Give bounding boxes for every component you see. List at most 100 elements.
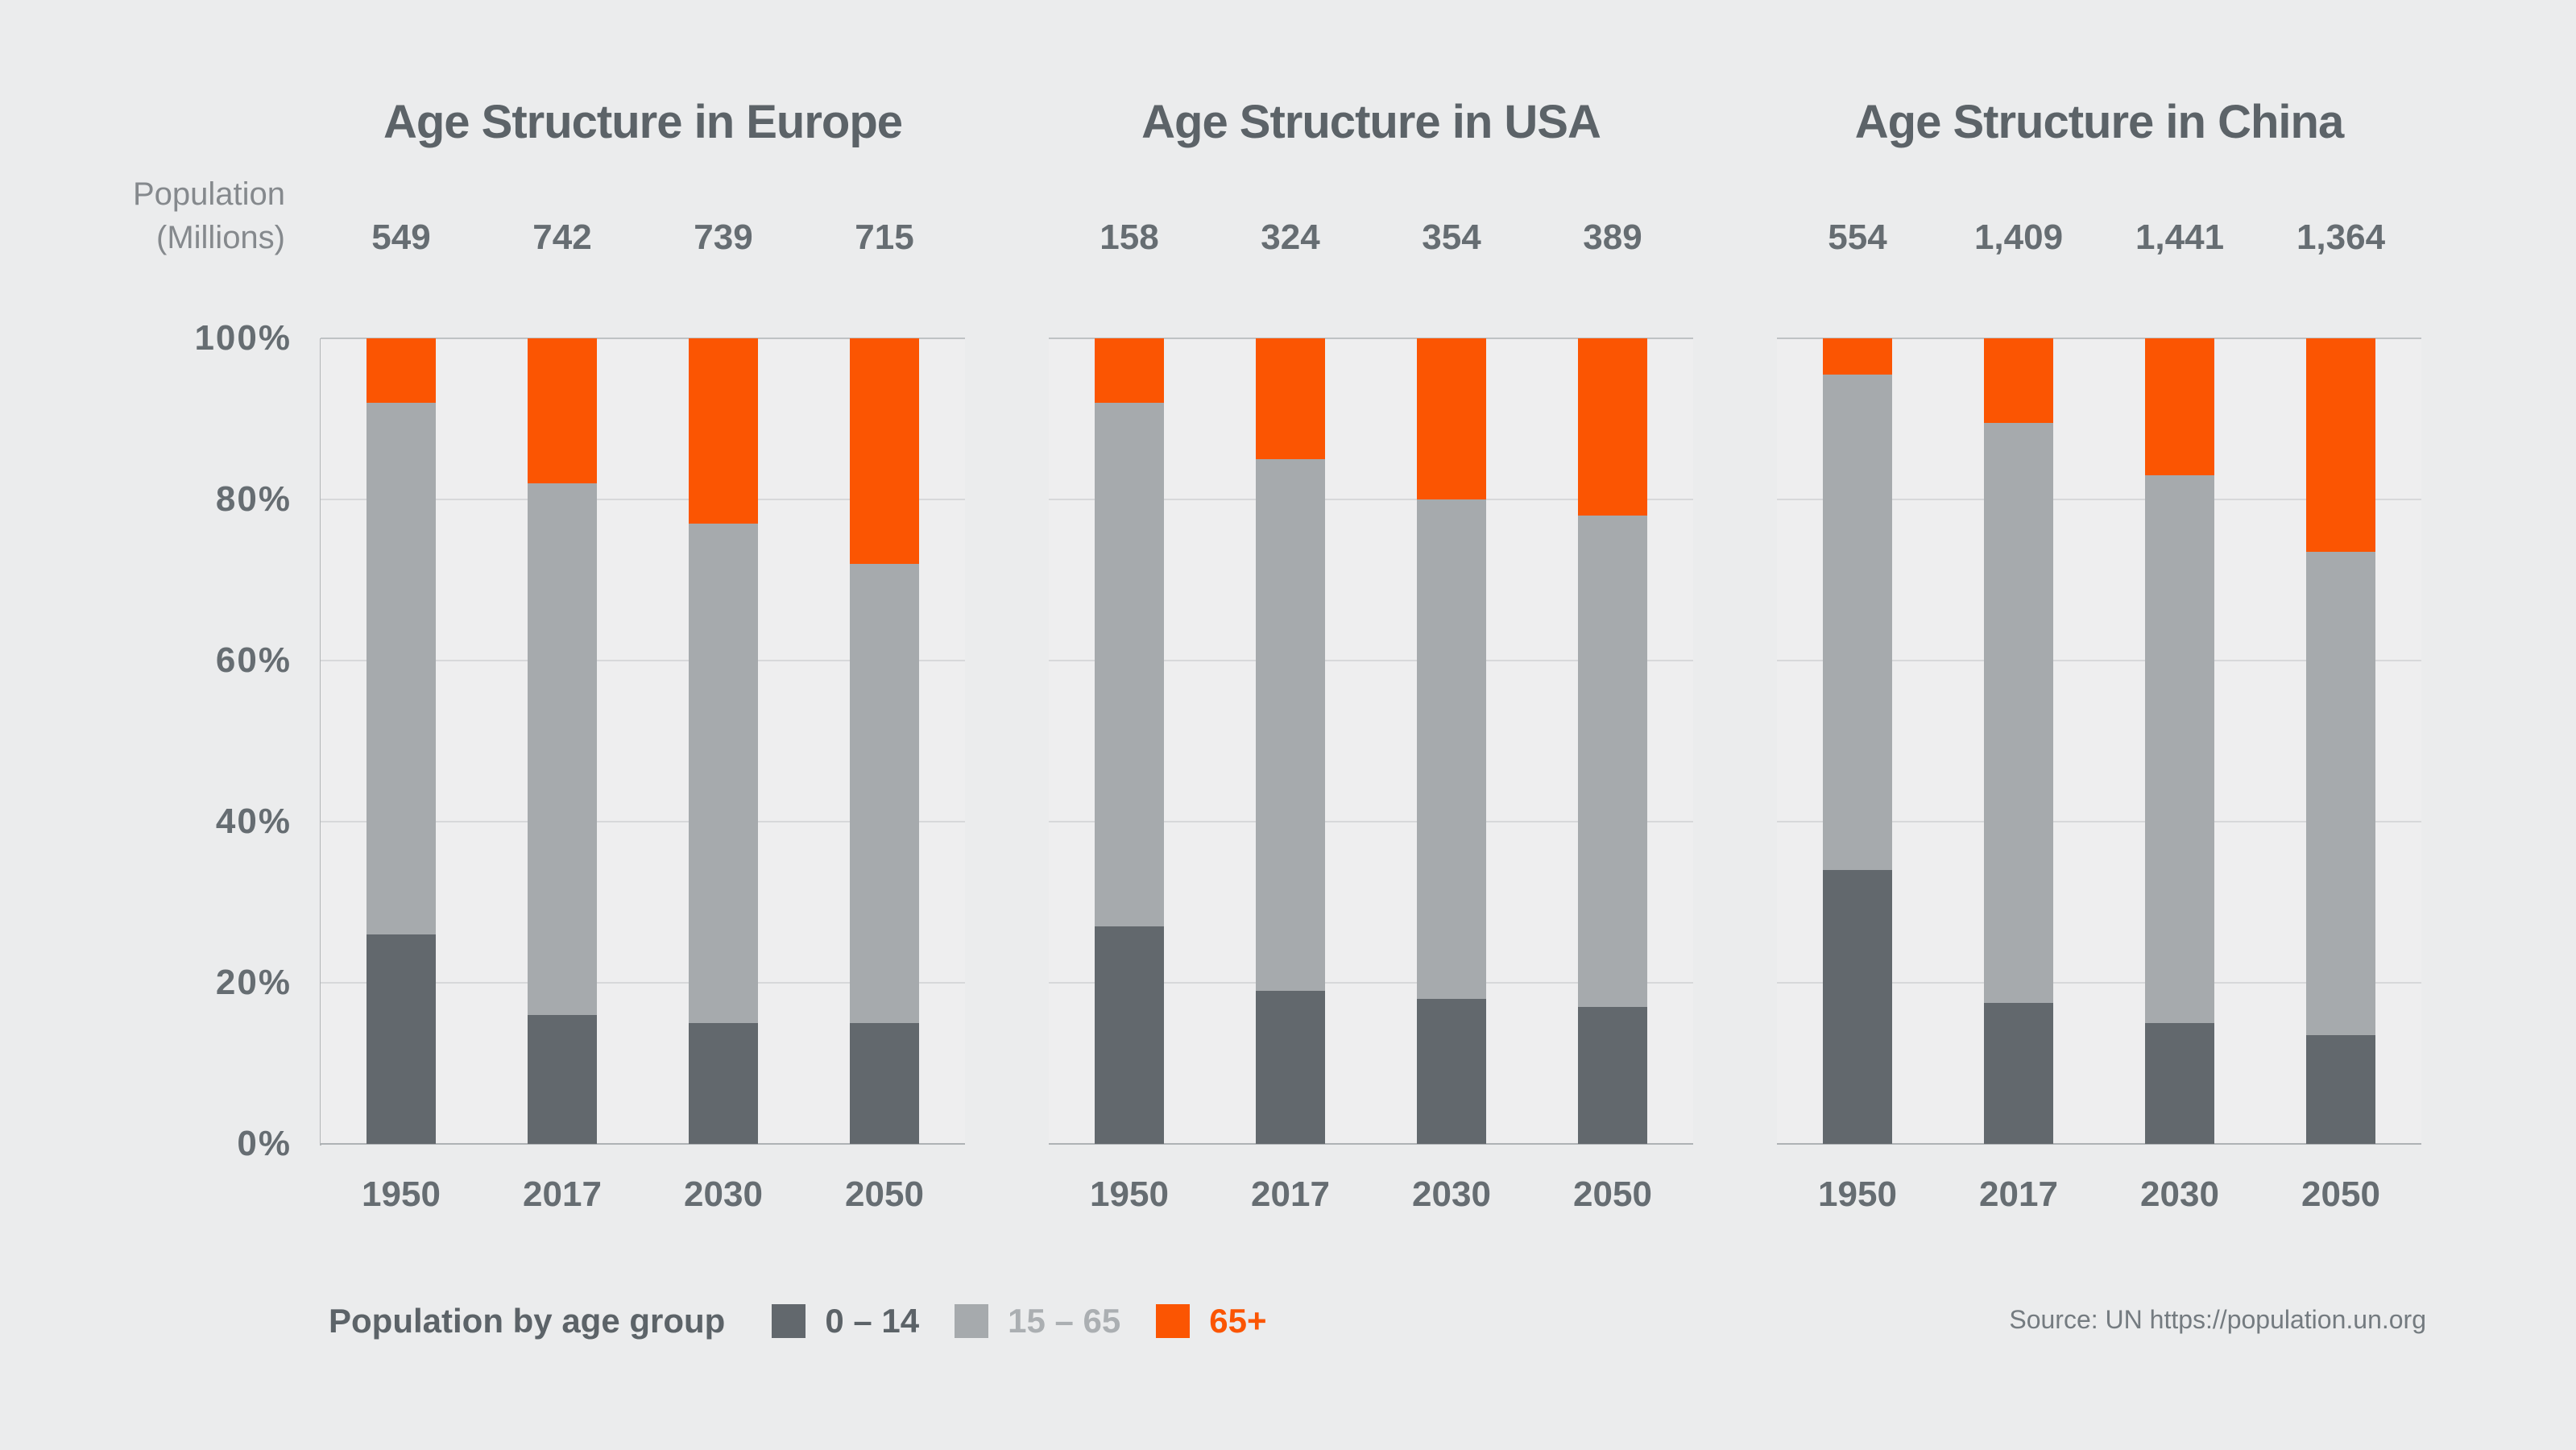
bar-segment-65+ bbox=[2306, 338, 2375, 552]
population-value: 1,364 bbox=[2296, 218, 2386, 257]
y-tick-label: 20% bbox=[215, 963, 292, 1002]
stacked-bar-china-1950 bbox=[1823, 338, 1892, 1144]
bar-segment-65+ bbox=[2145, 338, 2214, 475]
year-label: 1950 bbox=[1818, 1174, 1897, 1214]
legend-item-label: 65+ bbox=[1209, 1302, 1267, 1340]
bar-segment-65+ bbox=[1417, 338, 1486, 499]
gridline-60pct bbox=[1777, 660, 2421, 661]
bar-segment-15–65 bbox=[2306, 552, 2375, 1035]
gridline-20pct bbox=[321, 982, 965, 984]
legend-title: Population by age group bbox=[329, 1302, 726, 1340]
year-label: 2030 bbox=[1412, 1174, 1491, 1214]
gridline-0pct bbox=[1049, 1143, 1693, 1145]
gridline-80pct bbox=[1777, 499, 2421, 500]
bar-segment-0–14 bbox=[2306, 1035, 2375, 1144]
bar-segment-0–14 bbox=[1417, 999, 1486, 1144]
legend-item-15–65: 15 – 65 bbox=[955, 1302, 1120, 1340]
y-tick-label: 100% bbox=[194, 318, 292, 358]
bar-segment-15–65 bbox=[1417, 499, 1486, 999]
chart-europe: Age Structure in Europe 549 742 739 715 1950 2… bbox=[321, 0, 965, 1450]
bar-segment-65+ bbox=[1095, 338, 1164, 403]
legend-swatch-icon bbox=[955, 1304, 989, 1338]
plot-area-china bbox=[1777, 338, 2421, 1145]
population-value: 742 bbox=[532, 218, 592, 257]
legend-item-0–14: 0 – 14 bbox=[772, 1302, 919, 1340]
stacked-bar-china-2030 bbox=[2145, 338, 2214, 1144]
legend-item-label: 15 – 65 bbox=[1008, 1302, 1121, 1340]
gridline-40pct bbox=[1049, 821, 1693, 822]
gridline-20pct bbox=[1049, 982, 1693, 984]
bar-segment-15–65 bbox=[850, 564, 919, 1023]
bar-segment-15–65 bbox=[1823, 375, 1892, 870]
population-value: 354 bbox=[1422, 218, 1481, 257]
chart-title-europe: Age Structure in Europe bbox=[383, 96, 903, 148]
stacked-bar-europe-2050 bbox=[850, 338, 919, 1144]
legend-swatch-icon bbox=[1156, 1304, 1191, 1338]
y-tick-label: 80% bbox=[215, 479, 292, 519]
bar-segment-0–14 bbox=[1095, 926, 1164, 1144]
year-label: 2030 bbox=[2140, 1174, 2219, 1214]
population-value: 389 bbox=[1583, 218, 1642, 257]
bar-segment-0–14 bbox=[1823, 870, 1892, 1144]
population-value: 1,441 bbox=[2135, 218, 2225, 257]
population-numbers-row: 554 1,409 1,441 1,364 bbox=[1777, 218, 2421, 258]
bar-segment-15–65 bbox=[1578, 516, 1647, 1007]
stacked-bar-china-2017 bbox=[1984, 338, 2053, 1144]
legend-swatch-icon bbox=[772, 1304, 806, 1338]
gridline-40pct bbox=[1777, 821, 2421, 822]
bar-segment-65+ bbox=[689, 338, 758, 524]
plot-area-usa bbox=[1049, 338, 1693, 1145]
gridline-80pct bbox=[1049, 499, 1693, 500]
year-label: 1950 bbox=[1090, 1174, 1169, 1214]
bar-segment-0–14 bbox=[1984, 1003, 2053, 1144]
bar-segment-65+ bbox=[528, 338, 597, 483]
chart-title-usa: Age Structure in USA bbox=[1141, 96, 1601, 148]
gridline-60pct bbox=[1049, 660, 1693, 661]
population-axis-label: Population (Millions) bbox=[48, 172, 285, 259]
bar-segment-65+ bbox=[1578, 338, 1647, 516]
year-labels-row: 1950 2017 2030 2050 bbox=[321, 1174, 965, 1215]
gridline-100pct bbox=[1777, 338, 2421, 339]
y-tick-label: 40% bbox=[215, 802, 292, 841]
source-note: Source: UN https://population.un.org bbox=[2009, 1305, 2426, 1334]
population-axis-label-line2: (Millions) bbox=[156, 220, 285, 255]
y-tick-label: 60% bbox=[215, 640, 292, 680]
bar-segment-15–65 bbox=[528, 483, 597, 1015]
population-axis-label-line1: Population bbox=[132, 176, 285, 212]
gridline-0pct bbox=[1777, 1143, 2421, 1145]
population-value: 554 bbox=[1828, 218, 1887, 257]
bar-segment-0–14 bbox=[850, 1023, 919, 1144]
gridline-100pct bbox=[321, 338, 965, 339]
bar-segment-65+ bbox=[367, 338, 436, 403]
legend: Population by age group 0 – 14 15 – 65 65+ bbox=[329, 1300, 1267, 1342]
bar-segment-15–65 bbox=[367, 403, 436, 934]
plot-area-europe bbox=[321, 338, 965, 1145]
population-numbers-row: 549 742 739 715 bbox=[321, 218, 965, 258]
year-label: 2050 bbox=[845, 1174, 924, 1214]
population-value: 158 bbox=[1100, 218, 1159, 257]
year-label: 2050 bbox=[2301, 1174, 2380, 1214]
year-label: 2017 bbox=[1251, 1174, 1330, 1214]
gridline-0pct bbox=[321, 1143, 965, 1145]
bar-segment-0–14 bbox=[1256, 991, 1325, 1144]
bar-segment-15–65 bbox=[1984, 423, 2053, 1003]
bar-segment-0–14 bbox=[1578, 1007, 1647, 1144]
y-tick-label: 0% bbox=[237, 1124, 292, 1163]
population-value: 715 bbox=[855, 218, 914, 257]
year-label: 1950 bbox=[362, 1174, 441, 1214]
stacked-bar-usa-1950 bbox=[1095, 338, 1164, 1144]
bar-segment-15–65 bbox=[1095, 403, 1164, 926]
legend-item-label: 0 – 14 bbox=[825, 1302, 920, 1340]
chart-title-china: Age Structure in China bbox=[1854, 96, 2344, 148]
bar-segment-65+ bbox=[1984, 338, 2053, 423]
bar-segment-15–65 bbox=[1256, 459, 1325, 991]
gridline-100pct bbox=[1049, 338, 1693, 339]
stacked-bar-usa-2030 bbox=[1417, 338, 1486, 1144]
chart-china: Age Structure in China 554 1,409 1,441 1,364… bbox=[1777, 0, 2421, 1450]
bar-segment-0–14 bbox=[528, 1015, 597, 1144]
bar-segment-0–14 bbox=[689, 1023, 758, 1144]
stacked-bar-europe-2017 bbox=[528, 338, 597, 1144]
gridline-80pct bbox=[321, 499, 965, 500]
bar-segment-15–65 bbox=[689, 524, 758, 1023]
